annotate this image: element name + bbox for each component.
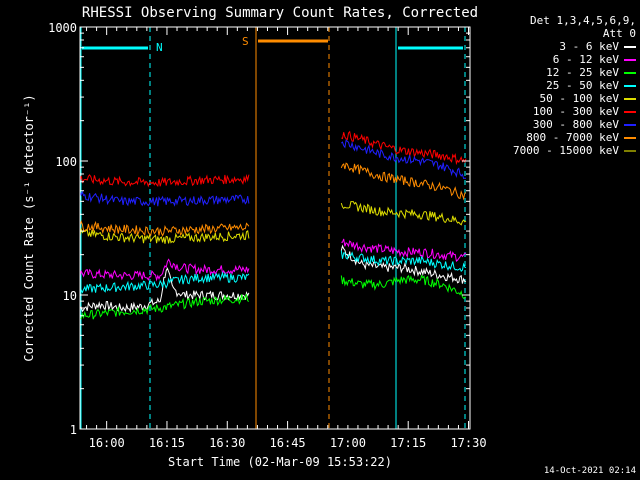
y-tick-label: 1000 xyxy=(48,21,77,35)
legend-item: 300 - 800 keV xyxy=(480,118,636,131)
y-axis-label: Corrected Count Rate (s⁻¹ detector⁻¹) xyxy=(22,94,36,361)
series-3-6-kev-segment-1 xyxy=(79,267,250,313)
y-tick-label: 10 xyxy=(63,289,77,303)
series-800-7000-kev-segment-2 xyxy=(340,162,467,201)
legend-swatch xyxy=(624,136,636,139)
x-tick-label: 16:45 xyxy=(270,436,306,450)
legend-item: 12 - 25 keV xyxy=(480,66,636,79)
series-6-12-kev-segment-2 xyxy=(341,238,467,263)
series-800-7000-kev-segment-1 xyxy=(79,220,250,237)
legend-label: 25 - 50 keV xyxy=(546,79,619,92)
legend-item: 6 - 12 keV xyxy=(480,53,636,66)
legend-item: 25 - 50 keV xyxy=(480,79,636,92)
legend-swatch xyxy=(624,149,636,152)
saa-label: S xyxy=(242,35,249,48)
series-50-100-kev-segment-1 xyxy=(79,227,250,244)
y-tick-label: 100 xyxy=(55,155,77,169)
legend-label: 300 - 800 keV xyxy=(532,118,619,131)
legend-swatch xyxy=(624,58,636,61)
legend-label: 12 - 25 keV xyxy=(546,66,619,79)
x-axis-label: Start Time (02-Mar-09 15:53:22) xyxy=(168,455,392,469)
series-300-800-kev-segment-1 xyxy=(79,190,250,207)
series-12-25-kev-segment-1 xyxy=(79,293,250,320)
x-tick-label: 17:00 xyxy=(330,436,366,450)
legend-label: 50 - 100 keV xyxy=(539,92,619,105)
series-6-12-kev-segment-1 xyxy=(79,258,250,282)
series-100-300-kev-segment-1 xyxy=(79,174,250,188)
legend-swatch xyxy=(624,110,636,113)
legend-item: 50 - 100 keV xyxy=(480,92,636,105)
legend-label: 800 - 7000 keV xyxy=(526,131,619,144)
x-tick-label: 17:15 xyxy=(390,436,426,450)
series-300-800-kev-segment-2 xyxy=(340,139,466,179)
render-timestamp: 14-Oct-2021 02:14 xyxy=(543,466,636,476)
series-3-6-kev-segment-2 xyxy=(340,244,467,284)
legend-header-attenuator: Att 0 xyxy=(602,27,636,40)
series-100-300-kev-segment-2 xyxy=(341,130,467,166)
legend-header-detectors: Det 1,3,4,5,6,9, xyxy=(530,14,636,27)
legend-swatch xyxy=(624,45,636,48)
legend: Det 1,3,4,5,6,9, Att 0 3 - 6 keV 6 - 12 k… xyxy=(480,14,636,157)
x-tick-label: 16:30 xyxy=(209,436,245,450)
legend-item: 7000 - 15000 keV xyxy=(480,144,636,157)
legend-item: 800 - 7000 keV xyxy=(480,131,636,144)
legend-item: 3 - 6 keV xyxy=(480,40,636,53)
x-tick-label: 16:00 xyxy=(89,436,125,450)
plot-frame xyxy=(79,26,471,430)
series-50-100-kev-segment-2 xyxy=(340,201,467,226)
legend-swatch xyxy=(624,123,636,126)
series-12-25-kev-segment-2 xyxy=(340,274,466,300)
legend-label: 100 - 300 keV xyxy=(532,105,619,118)
legend-swatch xyxy=(624,84,636,87)
legend-label: 7000 - 15000 keV xyxy=(513,144,619,157)
chart-title: RHESSI Observing Summary Count Rates, Co… xyxy=(82,5,478,21)
legend-label: 3 - 6 keV xyxy=(559,40,619,53)
legend-item: 100 - 300 keV xyxy=(480,105,636,118)
legend-swatch xyxy=(624,71,636,74)
legend-swatch xyxy=(624,97,636,100)
series-25-50-kev-segment-1 xyxy=(79,271,250,294)
series-25-50-kev-segment-2 xyxy=(340,250,467,273)
y-tick-label: 1 xyxy=(70,423,77,437)
x-tick-label: 17:30 xyxy=(450,436,486,450)
legend-label: 6 - 12 keV xyxy=(552,53,619,66)
x-tick-label: 16:15 xyxy=(149,436,185,450)
night-label: N xyxy=(156,41,163,54)
